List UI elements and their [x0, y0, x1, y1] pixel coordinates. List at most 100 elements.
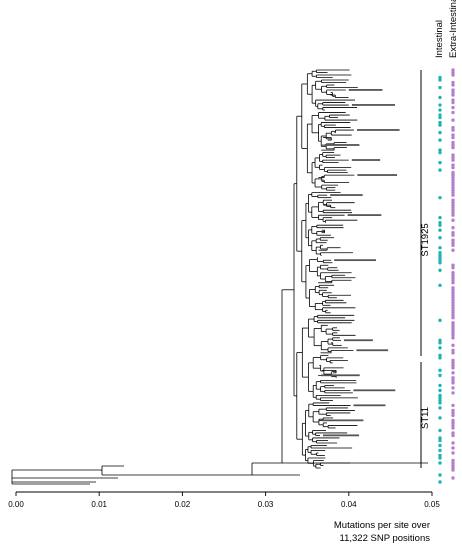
x-axis-title-line2: 11,322 SNP positions — [340, 533, 431, 544]
dot-intestinal-108 — [438, 338, 442, 343]
dot-extra-intestinal-35 — [451, 155, 455, 160]
dot-intestinal-40 — [438, 168, 442, 172]
dot-extra-intestinal-91 — [451, 296, 455, 300]
leaf-labels — [321, 89, 400, 437]
dot-extra-intestinal-43 — [451, 175, 455, 180]
dot-intestinal-71 — [438, 246, 442, 250]
dot-intestinal-16 — [438, 108, 442, 112]
x-axis-tick-label-0: 0.00 — [8, 500, 24, 509]
x-axis-ticks: 0.00 0.01 0.02 0.03 0.04 0.05 — [8, 492, 440, 509]
dot-extra-intestinal-145 — [451, 431, 455, 435]
dot-intestinal-11 — [438, 95, 442, 100]
dot-extra-intestinal-85 — [451, 281, 455, 285]
dot-extra-intestinal-116 — [451, 358, 455, 363]
x-axis-tick-label-5: 0.05 — [424, 500, 440, 509]
dot-extra-intestinal-0 — [451, 68, 455, 72]
dot-extra-intestinal-23 — [451, 125, 455, 130]
dot-extra-intestinal-49 — [451, 190, 455, 195]
dot-extra-intestinal-9 — [451, 90, 455, 95]
x-axis-tick-label-4: 0.04 — [341, 500, 357, 509]
leaf-label-14 — [351, 104, 396, 106]
dot-extra-intestinal-out-1 — [451, 468, 455, 472]
dot-extra-intestinal-138 — [451, 413, 455, 418]
dot-extra-intestinal-27 — [451, 135, 455, 140]
dot-extra-intestinal-1 — [451, 70, 455, 75]
dot-intestinal-111 — [438, 346, 442, 350]
dot-extra-intestinal-29 — [451, 140, 455, 145]
dot-extra-intestinal-68 — [451, 238, 455, 242]
clade-label-st11: ST11 — [420, 407, 431, 429]
leaf-label-122 — [321, 374, 360, 377]
dot-intestinal-14 — [438, 103, 442, 107]
dot-extra-intestinal-103 — [451, 326, 455, 330]
dot-intestinal-59 — [438, 215, 442, 220]
dot-intestinal-75 — [438, 256, 442, 260]
dot-intestinal-out-4 — [438, 480, 442, 484]
dot-extra-intestinal-141 — [451, 421, 455, 425]
dot-extra-intestinal-78 — [451, 263, 455, 267]
dot-intestinal-3 — [438, 75, 442, 80]
dot-extra-intestinal-72 — [451, 248, 455, 252]
leaf-label-140 — [321, 419, 364, 422]
dot-extra-intestinal-93 — [451, 301, 455, 305]
dot-extra-intestinal-60 — [451, 218, 455, 222]
dot-extra-intestinal-129 — [451, 391, 455, 395]
dot-extra-intestinal-142 — [451, 423, 455, 428]
leaf-label-50 — [330, 194, 363, 196]
dot-intestinal-62 — [438, 223, 442, 227]
dot-intestinal-152 — [438, 448, 442, 453]
dot-extra-intestinal-45 — [451, 180, 455, 185]
x-axis-tick-label-2: 0.02 — [175, 500, 191, 509]
dot-extra-intestinal-153 — [451, 451, 455, 455]
dot-intestinal-114 — [438, 353, 442, 358]
dot-extra-intestinal-104 — [451, 328, 455, 333]
dot-intestinal-139 — [438, 416, 442, 420]
dot-intestinal-32 — [438, 148, 442, 152]
dot-extra-intestinal-20 — [451, 118, 455, 122]
dot-extra-intestinal-34 — [451, 153, 455, 157]
dot-extra-intestinal-95 — [451, 306, 455, 310]
dot-extra-intestinal-113 — [451, 351, 455, 355]
dot-intestinal-147 — [438, 436, 442, 440]
dot-intestinal-64 — [438, 228, 442, 232]
dot-intestinal-122 — [438, 373, 442, 378]
dot-extra-intestinal-105 — [451, 331, 455, 335]
dot-extra-intestinal-98 — [451, 313, 455, 318]
dot-intestinal-133 — [438, 401, 442, 405]
dot-intestinal-135 — [438, 406, 442, 410]
dot-intestinal-25 — [438, 130, 442, 135]
dot-intestinal-out-0 — [438, 461, 442, 465]
dot-intestinal-100 — [438, 318, 442, 323]
dot-extra-intestinal-106 — [451, 333, 455, 338]
x-axis-title-line1: Mutations per site over — [334, 520, 430, 531]
dot-extra-intestinal-13 — [451, 100, 455, 105]
dot-extra-intestinal-124 — [451, 378, 455, 383]
dot-extra-intestinal-87 — [451, 286, 455, 290]
dot-extra-intestinal-118 — [451, 363, 455, 368]
leaf-label-146 — [322, 434, 360, 437]
dot-intestinal-148 — [438, 438, 442, 443]
dot-extra-intestinal-52 — [451, 198, 455, 202]
dot-extra-intestinal-127 — [451, 386, 455, 390]
dot-extra-intestinal-117 — [451, 361, 455, 365]
dot-extra-intestinal-12 — [451, 98, 455, 102]
dot-extra-intestinal-137 — [451, 411, 455, 415]
dot-extra-intestinal-58 — [451, 213, 455, 217]
dot-intestinal-150 — [438, 443, 442, 448]
dot-intestinal-out-2 — [438, 473, 442, 477]
dot-extra-intestinal-149 — [451, 441, 455, 445]
dot-extra-intestinal-94 — [451, 303, 455, 307]
dot-intestinal-155 — [438, 456, 442, 460]
dot-extra-intestinal-90 — [451, 293, 455, 297]
dot-intestinal-37 — [438, 160, 442, 165]
column-header-extra-intestinal: Extra-Intestinal — [448, 0, 459, 58]
dot-extra-intestinal-102 — [451, 323, 455, 328]
leaf-label-58 — [347, 214, 382, 216]
dot-extra-intestinal-151 — [451, 446, 455, 450]
dot-intestinal-73 — [438, 251, 442, 255]
dot-extra-intestinal-5 — [451, 80, 455, 85]
leaf-label-36 — [351, 159, 381, 161]
dot-extra-intestinal-30 — [451, 143, 455, 147]
dot-intestinal-22 — [438, 123, 442, 127]
dot-extra-intestinal-69 — [451, 241, 455, 245]
